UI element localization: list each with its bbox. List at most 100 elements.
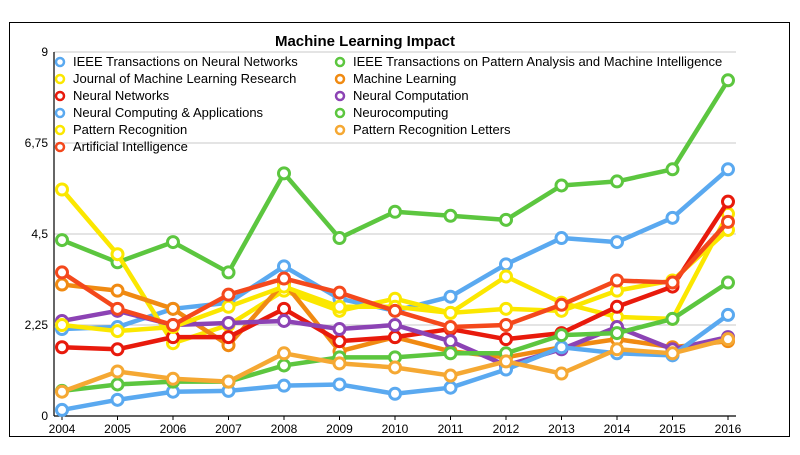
data-point [166, 235, 180, 250]
data-point [55, 384, 69, 399]
data-point [55, 277, 69, 292]
data-point [110, 247, 125, 262]
legend-label: Neural Networks [73, 88, 170, 103]
data-point [610, 174, 624, 189]
legend-marker [54, 90, 66, 102]
data-point [110, 377, 125, 392]
legend-item: IEEE Transactions on Pattern Analysis an… [334, 54, 722, 69]
legend-item: Neural Computing & Applications [54, 105, 264, 120]
data-point [110, 301, 125, 316]
series-2 [55, 73, 735, 280]
data-point [388, 318, 402, 332]
x-tick-label: 2010 [382, 422, 409, 436]
data-point [55, 182, 69, 197]
legend-label: Journal of Machine Learning Research [73, 71, 296, 86]
legend-label: Neurocomputing [353, 105, 448, 120]
y-axis-ticks: 0 2,25 4,5 6,75 9 [25, 45, 49, 423]
legend-item: Pattern Recognition Letters [334, 122, 511, 137]
data-point [554, 328, 569, 343]
legend-label: Machine Learning [353, 71, 456, 86]
data-point [554, 366, 569, 381]
data-point [277, 259, 291, 274]
data-point [388, 204, 402, 219]
legend-item: Machine Learning [334, 71, 456, 86]
legend-item: Artificial Intelligence [54, 139, 188, 154]
data-point [443, 334, 458, 349]
data-point [721, 332, 735, 347]
data-point [221, 287, 236, 302]
legend-marker [334, 73, 346, 85]
data-point [554, 231, 569, 246]
data-point [277, 301, 291, 316]
data-point [443, 320, 458, 335]
legend-item: Neural Networks [54, 88, 170, 103]
y-tick-label: 4,5 [31, 227, 48, 241]
x-tick-label: 2004 [49, 422, 76, 436]
legend-item: IEEE Transactions on Neural Networks [54, 54, 298, 69]
data-point [721, 194, 735, 209]
legend-marker [54, 56, 66, 68]
x-tick-label: 2015 [659, 422, 686, 436]
legend-marker [334, 56, 346, 68]
y-tick-label: 6,75 [25, 136, 49, 150]
chart-frame [9, 22, 790, 437]
data-point [721, 162, 735, 177]
data-point [610, 273, 624, 288]
data-point [499, 318, 513, 332]
data-point [499, 354, 513, 369]
data-point [221, 299, 236, 314]
data-point [610, 326, 624, 341]
data-point [388, 330, 402, 345]
data-point [388, 303, 402, 318]
y-tick-label: 2,25 [25, 318, 49, 332]
data-point [721, 73, 735, 88]
data-point [55, 318, 69, 332]
data-point [499, 269, 513, 284]
data-point [499, 257, 513, 272]
x-tick-label: 2013 [548, 422, 575, 436]
data-point [721, 275, 735, 290]
legend-marker [54, 124, 66, 136]
data-point [55, 265, 69, 280]
data-point [499, 301, 513, 316]
y-tick-label: 0 [41, 409, 48, 423]
data-point [332, 334, 347, 349]
data-point [277, 346, 291, 361]
data-point [443, 368, 458, 383]
x-tick-label: 2012 [493, 422, 520, 436]
data-point [221, 330, 236, 345]
chart-title: Machine Learning Impact [275, 33, 455, 50]
legend-item: Pattern Recognition [54, 122, 187, 137]
data-point [277, 271, 291, 286]
data-point [443, 380, 458, 395]
data-point [610, 235, 624, 250]
x-tick-label: 2011 [438, 422, 464, 436]
data-point [166, 371, 180, 386]
data-point [277, 378, 291, 393]
data-point [110, 324, 125, 339]
x-tick-label: 2009 [326, 422, 353, 436]
x-tick-label: 2014 [604, 422, 631, 436]
data-point [332, 231, 347, 246]
y-tick-label: 9 [41, 45, 48, 59]
data-point [388, 360, 402, 375]
data-point [499, 332, 513, 347]
data-point [55, 402, 69, 417]
data-point [554, 340, 569, 355]
data-point [665, 275, 680, 290]
data-point [665, 210, 680, 225]
x-tick-label: 2007 [215, 422, 242, 436]
legend-label: Neural Computing & Applications [73, 105, 264, 120]
data-point [110, 364, 125, 379]
data-point [166, 301, 180, 316]
data-point [610, 299, 624, 314]
data-point [277, 166, 291, 181]
data-point [55, 340, 69, 355]
legend-item: Neurocomputing [334, 105, 448, 120]
legend-marker [334, 107, 346, 119]
data-point [277, 358, 291, 373]
legend-item: Journal of Machine Learning Research [54, 71, 296, 86]
data-point [554, 178, 569, 193]
data-point [110, 283, 125, 298]
